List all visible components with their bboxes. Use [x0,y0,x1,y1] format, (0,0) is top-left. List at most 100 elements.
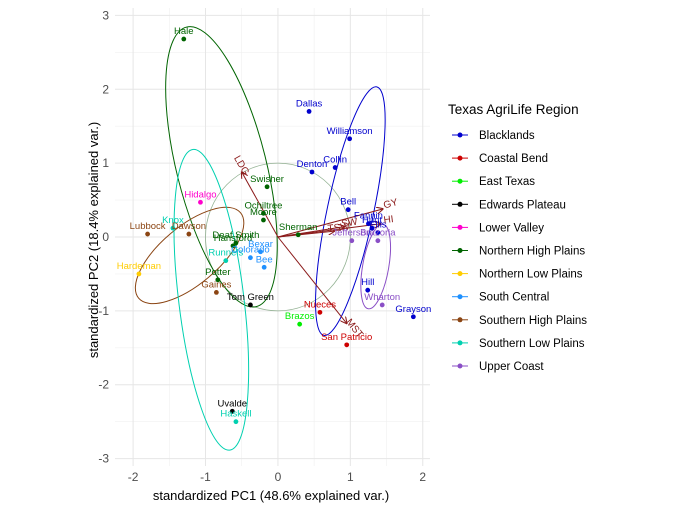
legend-key-edwards-plateau [457,201,463,207]
vector-mst [277,236,347,323]
point-hansford [230,243,236,249]
point-bexar [258,249,263,255]
legend: Texas AgriLife Region Blacklands Coastal … [448,102,587,373]
point-label: Potter [205,267,230,278]
point-label: Ochiltree [244,200,282,211]
y-tick-label: 0 [102,230,109,244]
legend-item-label: Edwards Plateau [479,199,566,211]
point-san-patricio [344,342,350,348]
point-sherman [295,232,301,238]
point-denton [309,169,315,175]
point-label: Hunt [362,215,382,226]
point-uvalde [229,408,235,414]
legend-item-label: Blacklands [479,130,535,142]
legend-item-label: Northern Low Plains [479,269,583,281]
ellipse-southern-low-plains [173,148,250,451]
point-label: Jefferson [332,228,371,239]
point-label: Lubbock [130,221,166,232]
point-label: San Patricio [321,332,372,343]
point-label: Tom Green [227,292,274,303]
legend-item-label: Upper Coast [479,361,544,373]
point-williamson [347,136,353,142]
point-label: Swisher [250,174,284,185]
point-label: Runnels [208,248,243,259]
point-label: Gaines [201,279,231,290]
point-deaf-smith [233,240,239,246]
unit-circle-layer [205,162,351,312]
x-tick-label: 2 [419,470,426,484]
legend-title: Texas AgriLife Region [448,102,579,117]
point-ochiltree [261,210,266,216]
vector-tsw [277,231,334,238]
legend-key-southern-low-plains [457,340,463,346]
legend-item-label: Northern High Plains [479,246,585,258]
point-label: Deaf Smith [212,230,259,241]
y-tick-label: -1 [98,304,109,318]
ellipse-southern-high-plains [134,206,245,305]
y-tick-label: -3 [98,452,109,466]
legend-key-northern-high-plains [457,248,463,253]
point-runnels [223,258,229,264]
point-hunt [369,225,375,231]
point-label: Grayson [395,304,431,315]
point-label: Nueces [304,299,336,310]
legend-key-upper-coast [457,363,463,369]
point-label: Bell [340,197,356,208]
y-tick-label: 3 [102,8,109,22]
x-tick-label: -1 [200,470,211,484]
ellipse-blacklands [315,86,386,337]
vector-ldg [242,172,279,238]
point-label: Bee [256,254,273,265]
legend-item-label: Southern High Plains [479,315,587,327]
legend-item-label: Coastal Bend [479,153,548,165]
point-label: Ellis [369,220,387,231]
legend-key-south-central [457,294,463,300]
axis-layer: -2 -1 0 1 2 -3 -2 -1 0 1 2 3 [98,8,426,484]
point-label: Williamson [327,126,373,137]
point-wharton [379,302,385,308]
point-label: Denton [297,159,328,170]
point-collin [332,165,338,170]
vector-label-ldg: LDG [231,154,251,178]
vector-label-tsw: TSW [327,221,351,234]
point-label: Hidalgo [184,189,216,200]
point-hidalgo [198,199,203,205]
point-label: Collin [323,155,347,166]
point-bee [261,264,267,270]
legend-item-label: East Texas [479,176,535,188]
vector-label-sw: SW [341,217,359,230]
vector-label-gy: GY [382,197,399,211]
point-label: Dallas [296,98,323,109]
point-knox [170,225,176,231]
point-lubbock [145,231,150,237]
vector-label-hi: HI [383,214,394,226]
point-label: Haskell [220,409,251,420]
point-label: Hill [361,277,374,288]
x-tick-label: -2 [128,470,139,484]
point-label: Fannin [354,211,383,222]
y-axis-label: standardized PC2 (18.4% explained var.) [86,122,101,358]
legend-item-label: Lower Valley [479,222,544,234]
point-label: Bexar [248,239,273,250]
point-swisher [264,184,270,190]
point-label: Wharton [364,292,400,303]
x-tick-label: 0 [275,470,282,484]
point-ellis [375,230,381,235]
legend-items: Blacklands Coastal Bend East Texas Edwards … [452,130,587,373]
ellipse-layer [134,26,392,451]
point-label: Hale [174,26,194,37]
point-colorado [248,255,253,261]
point-grayson [410,314,416,320]
y-tick-label: -2 [98,378,109,392]
legend-key-lower-valley [457,224,463,230]
x-tick-label: 1 [347,470,354,484]
point-brazos [297,321,303,327]
point-layer [136,36,416,425]
point-dawson [186,231,192,237]
point-potter [215,277,221,283]
point-label: Hansford [214,233,253,244]
